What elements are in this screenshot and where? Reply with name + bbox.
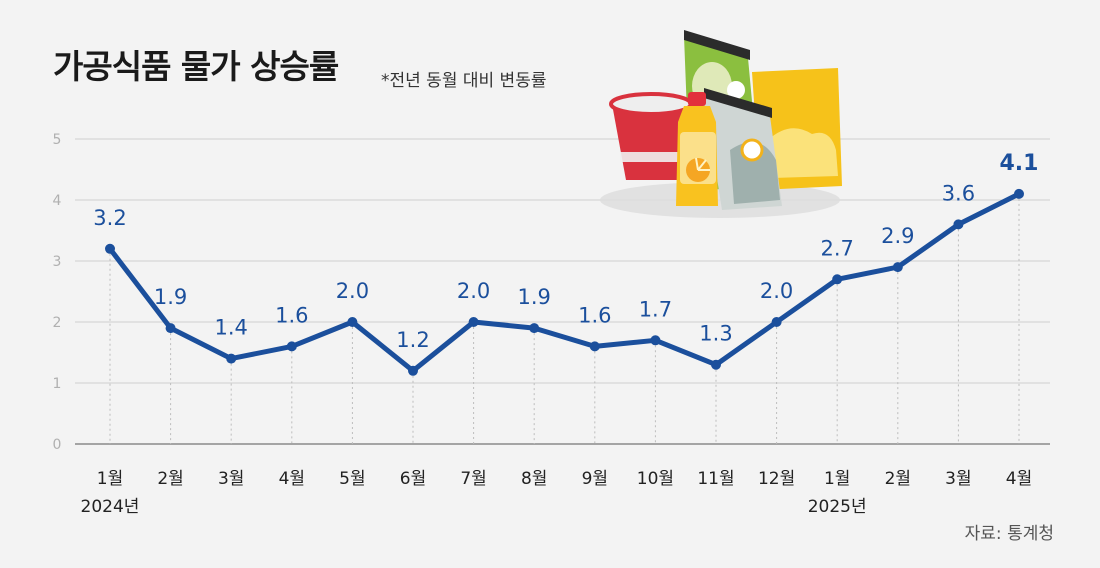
- data-point: [953, 219, 964, 230]
- series-line: [107, 191, 1022, 374]
- data-label: 3.2: [93, 206, 126, 230]
- processed-food-products-icon: [600, 30, 842, 218]
- data-point: [529, 323, 540, 334]
- source-note: 자료: 통계청: [964, 524, 1054, 544]
- x-tick-label: 6월: [400, 469, 426, 489]
- data-label: 1.9: [154, 285, 187, 309]
- data-point: [589, 341, 600, 352]
- data-point: [832, 274, 843, 285]
- data-label: 2.0: [336, 279, 369, 303]
- x-year-label: 2024년: [81, 497, 140, 517]
- y-tick-label: 2: [53, 315, 62, 331]
- data-label: 1.2: [396, 328, 429, 352]
- y-tick-label: 0: [53, 437, 62, 453]
- data-point: [1014, 188, 1024, 199]
- data-label: 1.9: [517, 285, 550, 309]
- data-point: [892, 262, 903, 273]
- grid-lines: [75, 138, 1050, 445]
- y-tick-label: 5: [53, 132, 62, 148]
- x-tick-label: 12월: [758, 469, 795, 489]
- data-label: 2.0: [760, 279, 793, 303]
- data-point: [771, 317, 782, 327]
- chart-title: 가공식품 물가 상승률: [53, 47, 339, 86]
- data-point: [711, 359, 721, 370]
- x-tick-label: 1월: [97, 469, 123, 489]
- x-drop-lines: [109, 193, 1020, 444]
- x-tick-label: 2월: [885, 469, 911, 489]
- x-tick-label: 11월: [697, 469, 734, 489]
- data-point: [286, 341, 297, 352]
- data-label: 2.7: [820, 236, 853, 260]
- x-tick-label: 8월: [521, 469, 547, 489]
- y-tick-label: 3: [53, 254, 62, 270]
- x-tick-label: 2월: [157, 469, 183, 489]
- data-point: [226, 353, 237, 364]
- data-point: [468, 317, 479, 327]
- data-points: [105, 188, 1024, 376]
- data-label: 4.1: [1000, 151, 1039, 176]
- x-axis: 1월 2월 3월 4월 5월 6월 7월 8월 9월 10월 11월 12월 1월 2월 3월 4월 2024년…: [81, 469, 1033, 517]
- data-point: [105, 243, 115, 254]
- data-point: [165, 323, 176, 334]
- y-axis: 0 1 2 3 4 5: [53, 132, 62, 453]
- data-label: 2.0: [457, 279, 490, 303]
- x-tick-label: 4월: [279, 469, 305, 489]
- data-label: 1.3: [699, 322, 732, 346]
- data-label: 3.6: [942, 181, 975, 205]
- data-label: 1.6: [578, 303, 611, 327]
- x-tick-label: 4월: [1006, 469, 1032, 489]
- x-tick-label: 7월: [460, 469, 486, 489]
- y-tick-label: 1: [53, 376, 62, 392]
- data-label: 1.6: [275, 303, 308, 327]
- data-point: [347, 317, 358, 327]
- data-labels: 3.2 1.9 1.4 1.6 2.0 1.2 2.0 1.9 1.6 1.7 1.3 2.0 2.7 2…: [93, 151, 1038, 352]
- data-point: [408, 365, 418, 376]
- x-tick-label: 3월: [945, 469, 971, 489]
- data-label: 2.9: [881, 224, 914, 248]
- chart-subtitle: *전년 동월 대비 변동률: [381, 71, 547, 91]
- x-tick-label: 9월: [582, 469, 608, 489]
- x-tick-label: 5월: [339, 469, 365, 489]
- x-tick-label: 10월: [637, 469, 674, 489]
- y-tick-label: 4: [53, 193, 62, 209]
- data-point: [650, 335, 661, 346]
- x-tick-label: 3월: [218, 469, 244, 489]
- data-label: 1.4: [214, 316, 247, 340]
- data-label: 1.7: [639, 297, 672, 321]
- x-year-label: 2025년: [808, 497, 867, 517]
- x-tick-label: 1월: [824, 469, 850, 489]
